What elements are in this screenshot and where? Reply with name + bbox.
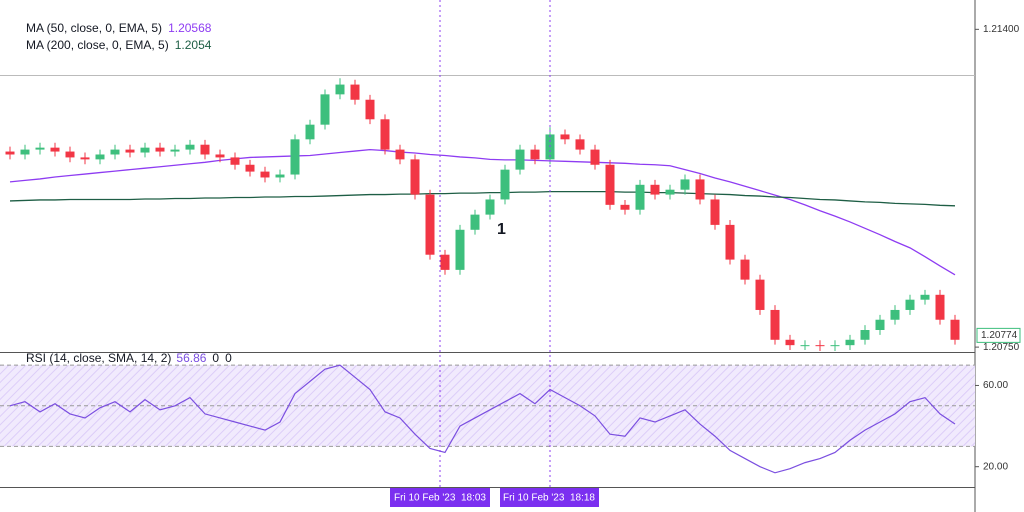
- candle-body: [650, 184, 660, 195]
- candle-body: [50, 147, 60, 152]
- crosshair-label-box: [500, 488, 599, 507]
- annotation: 1: [497, 221, 506, 238]
- candle-body: [710, 199, 720, 225]
- price-pane: [5, 78, 960, 352]
- candle-body: [440, 254, 450, 270]
- candle-body: [425, 194, 435, 255]
- candle-body: [350, 84, 360, 100]
- rsi-legend: RSI (14, close, SMA, 14, 2) 56.86 0 0: [26, 351, 232, 365]
- candle-body: [365, 99, 375, 120]
- candle-body: [215, 154, 225, 158]
- y-tick-label: 1.21400: [983, 24, 1020, 35]
- candle-body: [140, 147, 150, 153]
- candle-body: [860, 330, 870, 340]
- candle-body: [245, 164, 255, 172]
- candle-body: [875, 319, 885, 330]
- candle-body: [95, 154, 105, 160]
- legend-entry: MA (50, close, 0, EMA, 5) 1.20568: [26, 21, 212, 35]
- candle-body: [950, 319, 960, 340]
- legend-name: MA (200, close, 0, EMA, 5): [26, 38, 169, 52]
- legend-entry: MA (200, close, 0, EMA, 5) 1.2054: [26, 38, 212, 52]
- candle-body: [395, 149, 405, 160]
- candle-body: [680, 179, 690, 190]
- candle-body: [905, 299, 915, 310]
- candle-body: [890, 309, 900, 320]
- candle-body: [125, 149, 135, 153]
- rsi-readout: 56.86: [176, 351, 206, 365]
- candle-body: [260, 171, 270, 178]
- crosshair-label: Fri 10 Feb '23 18:18: [503, 493, 595, 504]
- rsi-readout: 0: [212, 351, 219, 365]
- candle-body: [80, 157, 90, 160]
- rsi-name: RSI (14, close, SMA, 14, 2): [26, 351, 171, 365]
- rsi-pane: [0, 364, 975, 474]
- candle-body: [110, 149, 120, 155]
- axes: 1.21400 1.20750 60.00 20.00 1.20774: [975, 24, 1021, 472]
- candle-body: [170, 149, 180, 152]
- candle-body: [20, 149, 30, 155]
- candle-body: [935, 294, 945, 320]
- candle-body: [5, 151, 15, 155]
- candle-body: [755, 279, 765, 310]
- candle-body: [65, 151, 75, 158]
- candle-body: [410, 159, 420, 195]
- candle-body: [695, 179, 705, 200]
- candle-body: [530, 149, 540, 160]
- candle-body: [455, 229, 465, 270]
- candle-body: [185, 144, 195, 150]
- candle-body: [485, 199, 495, 215]
- y-tick-label: 1.20750: [983, 342, 1020, 353]
- last-price-label: 1.20774: [981, 330, 1018, 341]
- legend-value: 1.2054: [175, 38, 212, 52]
- candle-body: [305, 124, 315, 140]
- candle-body: [725, 224, 735, 260]
- candle-body: [290, 139, 300, 175]
- candle-body: [590, 149, 600, 165]
- candle-body: [35, 147, 45, 150]
- moving-average: [9, 190, 956, 207]
- rsi-line: [9, 364, 956, 474]
- candle-body: [320, 94, 330, 125]
- candle-body: [605, 164, 615, 205]
- candle-body: [920, 294, 930, 300]
- candle-body: [155, 147, 165, 152]
- candle-body: [275, 174, 285, 178]
- rsi-tick-label: 20.00: [983, 461, 1008, 472]
- candle-body: [560, 134, 570, 140]
- last-price-box: [976, 327, 1021, 343]
- candle-body: [740, 259, 750, 280]
- candle-body: [665, 189, 675, 195]
- legend-name: MA (50, close, 0, EMA, 5): [26, 21, 162, 35]
- candle-body: [230, 157, 240, 165]
- candle-body: [200, 144, 210, 155]
- candle-body: [500, 169, 510, 200]
- candle-body: [845, 339, 855, 346]
- candle-body: [620, 204, 630, 210]
- legend-value: 1.20568: [168, 21, 212, 35]
- candle-body: [815, 345, 825, 347]
- candle-body: [335, 84, 345, 95]
- candle-body: [575, 139, 585, 150]
- rsi-readout: 0: [225, 351, 232, 365]
- candle-body: [470, 214, 480, 230]
- candle-body: [770, 309, 780, 340]
- candle-body: [785, 339, 795, 346]
- candle-body: [830, 345, 840, 347]
- crosshair-label-box: [390, 488, 490, 507]
- candle-body: [515, 149, 525, 170]
- candle-body: [800, 345, 810, 347]
- candle-body: [635, 184, 645, 210]
- moving-average: [9, 148, 956, 276]
- rsi-tick-label: 60.00: [983, 380, 1008, 391]
- candle-body: [380, 119, 390, 150]
- crosshair-label: Fri 10 Feb '23 18:03: [394, 493, 486, 504]
